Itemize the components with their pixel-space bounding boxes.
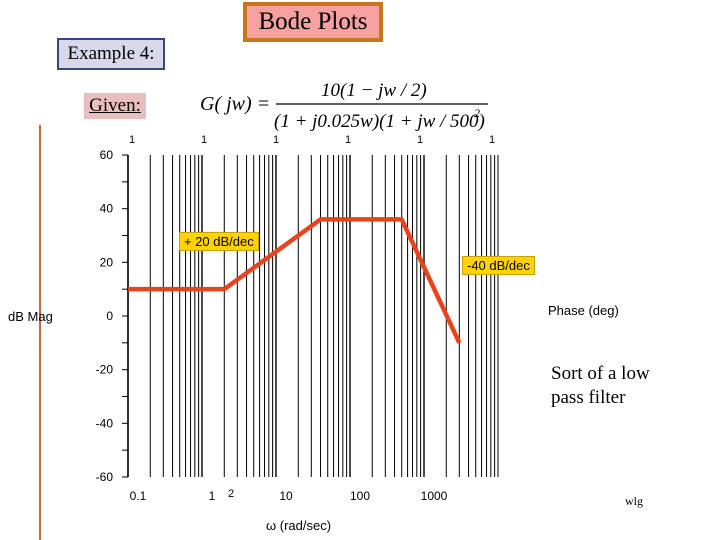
y-tick-label: -60 bbox=[96, 470, 114, 484]
example-box: Example 4: bbox=[57, 38, 165, 70]
example-label: Example 4: bbox=[67, 43, 155, 64]
x-tick-label: 1000 bbox=[421, 489, 448, 503]
given-box: Given: bbox=[84, 93, 146, 119]
magnitude-asymptote-line bbox=[128, 217, 462, 344]
transfer-function-formula: G( jw) = 10(1 − jw / 2) (1 + j0.025w)(1 … bbox=[200, 80, 488, 132]
top-tick-label: 1 bbox=[273, 134, 279, 146]
title-box: Bode Plots bbox=[243, 2, 383, 42]
top-tick-label: 1 bbox=[417, 134, 423, 146]
formula-lhs: G( jw) = bbox=[200, 93, 270, 115]
chart-labels: 60 40 20 0 -20 -40 -60 0.1 1 10 100 1000 1 1 1 1 1 1 bbox=[96, 134, 495, 503]
slope-up-annotation: + 20 dB/dec bbox=[179, 232, 259, 251]
slope-down-annotation: -40 dB/dec bbox=[462, 256, 535, 275]
formula-denominator: (1 + j0.025w)(1 + jw / 500) bbox=[274, 111, 485, 132]
y-tick-label: 60 bbox=[100, 148, 114, 162]
formula-denominator-power: 2 bbox=[474, 106, 480, 120]
given-label: Given: bbox=[89, 95, 141, 116]
x-tick-label: 0.1 bbox=[130, 489, 147, 503]
x-tick-label: 10 bbox=[279, 489, 293, 503]
y-axis-title: dB Mag bbox=[8, 309, 53, 324]
x-axis-title: ω (rad/sec) bbox=[266, 518, 332, 533]
top-tick-label: 1 bbox=[129, 134, 135, 146]
left-rule bbox=[39, 125, 41, 540]
x-tick-label: 100 bbox=[350, 489, 370, 503]
chart-series bbox=[128, 217, 462, 344]
chart-axes bbox=[122, 154, 129, 478]
x-tick-label: 1 bbox=[209, 489, 216, 503]
page-title: Bode Plots bbox=[258, 8, 368, 35]
phase-label: Phase (deg) bbox=[548, 303, 619, 318]
top-tick-label: 1 bbox=[201, 134, 207, 146]
top-tick-label: 1 bbox=[489, 134, 495, 146]
y-tick-label: 0 bbox=[106, 309, 113, 323]
author-initials: wlg bbox=[625, 494, 643, 508]
y-tick-label: 40 bbox=[100, 202, 114, 216]
y-tick-label: 20 bbox=[100, 255, 114, 269]
filter-note: Sort of a low pass filter bbox=[551, 363, 650, 408]
y-tick-label: -20 bbox=[96, 363, 114, 377]
extra-tick-label: 2 bbox=[228, 488, 235, 500]
chart-grid bbox=[127, 155, 499, 477]
y-tick-label: -40 bbox=[96, 416, 114, 430]
top-tick-label: 1 bbox=[345, 134, 351, 146]
formula-numerator: 10(1 − jw / 2) bbox=[321, 80, 427, 101]
